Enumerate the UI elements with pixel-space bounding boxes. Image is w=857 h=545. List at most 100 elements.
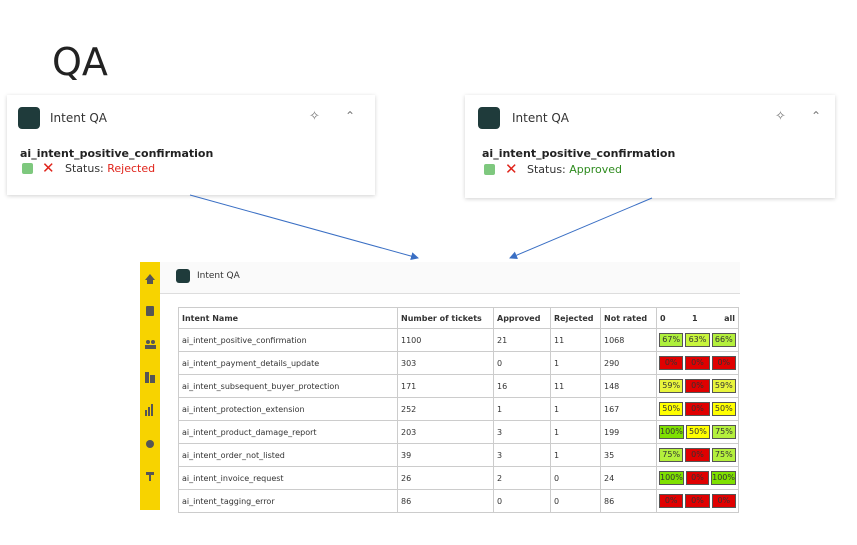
cell: 1 (550, 397, 601, 421)
cell: 35 (600, 443, 657, 467)
score-boxes: 100% 0% 100% (659, 469, 736, 487)
cell: 11 (550, 328, 601, 352)
cell: ai_intent_subsequent_buyer_protection (178, 374, 398, 398)
panel-title: Intent QA (197, 271, 240, 281)
cell: 1 (550, 443, 601, 467)
score-box: 0% (685, 494, 710, 508)
score-box: 100% (659, 471, 684, 485)
cell: 171 (397, 374, 494, 398)
score-header-labels: 0 1 all (660, 314, 735, 323)
cell: 2 (493, 466, 551, 490)
sidebar (140, 262, 160, 510)
cell: 167 (600, 397, 657, 421)
score-boxes: 59% 0% 59% (659, 377, 736, 395)
score-box: 63% (685, 333, 710, 347)
score-boxes: 0% 0% 0% (659, 492, 736, 510)
score-header: 0 1 all (656, 307, 739, 329)
cell: ai_intent_positive_confirmation (178, 328, 398, 352)
table-row: ai_intent_tagging_error 86 0 0 86 0% 0% 0% (178, 489, 739, 513)
score-column: 1 (692, 313, 698, 323)
cell: 3 (493, 420, 551, 444)
table-row: ai_intent_subsequent_buyer_protection 171… (178, 374, 739, 398)
score-box: 100% (711, 471, 736, 485)
status-label: Status: (527, 163, 566, 176)
status: Status: Approved (527, 163, 622, 176)
reject-button[interactable]: ✕ (505, 160, 518, 178)
arrow (509, 197, 653, 259)
cell: 199 (600, 420, 657, 444)
score-box: 50% (711, 402, 736, 416)
status-label: Status: (65, 162, 104, 175)
cell: 39 (397, 443, 494, 467)
approve-button[interactable] (22, 163, 33, 174)
score-box: 50% (685, 425, 710, 439)
table-row: ai_intent_positive_confirmation 1100 21 11 1… (178, 328, 739, 352)
score-boxes: 0% 0% 0% (659, 354, 736, 372)
cell: ai_intent_product_damage_report (178, 420, 398, 444)
cell: 3 (493, 443, 551, 467)
score-cell: 100% 50% 75% (656, 420, 739, 444)
logo (18, 107, 40, 129)
cell: 252 (397, 397, 494, 421)
score-box: 0% (685, 379, 710, 393)
pin-button[interactable]: ✧ (309, 109, 320, 124)
score-cell: 100% 0% 100% (656, 466, 739, 490)
column-header: Number of tickets (397, 307, 494, 329)
score-boxes: 100% 50% 75% (659, 423, 736, 441)
score-boxes: 50% 0% 50% (659, 400, 736, 418)
score-boxes: 75% 0% 75% (659, 446, 736, 464)
score-box: 66% (711, 333, 736, 347)
score-cell: 75% 0% 75% (656, 443, 739, 467)
score-box: 0% (711, 494, 736, 508)
cell: ai_intent_payment_details_update (178, 351, 398, 375)
cell: 203 (397, 420, 494, 444)
table-row: ai_intent_order_not_listed 39 3 1 35 75% 0% 75% (178, 443, 739, 467)
score-box: 50% (659, 402, 684, 416)
cell: 1 (493, 397, 551, 421)
score-cell: 50% 0% 50% (656, 397, 739, 421)
header-row: Intent Name Number of tickets Approved Reje… (178, 307, 739, 329)
score-box: 59% (659, 379, 684, 393)
collapse-button[interactable]: ⌃ (811, 109, 822, 123)
card-header: Intent QA (50, 111, 108, 125)
cell: ai_intent_invoice_request (178, 466, 398, 490)
cell: 0 (550, 466, 601, 490)
score-cell: 0% 0% 0% (656, 351, 739, 375)
qa-card: Intent QA ✧ ⌃ ai_intent_positive_confirm… (465, 95, 835, 198)
column-header: Rejected (550, 307, 601, 329)
score-column: 0 (660, 313, 666, 323)
cell: ai_intent_tagging_error (178, 489, 398, 513)
logo (478, 107, 500, 129)
column-header: Approved (493, 307, 551, 329)
status: Status: Rejected (65, 162, 155, 175)
score-box: 0% (685, 448, 710, 462)
column-header: Intent Name (178, 307, 398, 329)
cell: 290 (600, 351, 657, 375)
reject-button[interactable]: ✕ (42, 159, 55, 177)
score-box: 59% (711, 379, 736, 393)
cell: 0 (550, 489, 601, 513)
pin-button[interactable]: ✧ (775, 109, 786, 124)
table-row: ai_intent_invoice_request 26 2 0 24 100% 0% 100… (178, 466, 739, 490)
cell: 0 (493, 351, 551, 375)
cell: 26 (397, 466, 494, 490)
approve-button[interactable] (484, 164, 495, 175)
cell: ai_intent_order_not_listed (178, 443, 398, 467)
score-box: 67% (659, 333, 684, 347)
cell: 16 (493, 374, 551, 398)
qa-card: Intent QA ✧ ⌃ ai_intent_positive_confirm… (7, 95, 375, 195)
column-header: Not rated (600, 307, 657, 329)
collapse-button[interactable]: ⌃ (345, 109, 356, 123)
cell: 1 (550, 351, 601, 375)
intent-name: ai_intent_positive_confirmation (482, 147, 676, 160)
status-value: Approved (569, 163, 623, 176)
table-row: ai_intent_protection_extension 252 1 1 167 50… (178, 397, 739, 421)
score-box: 0% (685, 471, 710, 485)
score-box: 75% (711, 448, 736, 462)
status-value: Rejected (107, 162, 156, 175)
table-row: ai_intent_payment_details_update 303 0 1 290… (178, 351, 739, 375)
logo (176, 269, 190, 283)
intent-table: Intent Name Number of tickets Approved Reje… (178, 307, 739, 513)
